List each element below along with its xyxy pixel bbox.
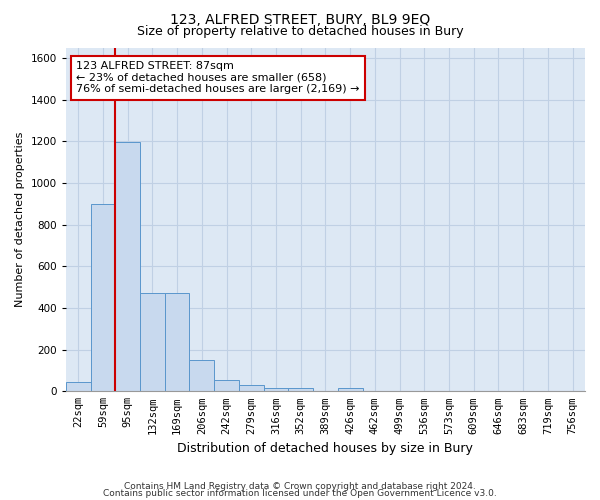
Text: 123 ALFRED STREET: 87sqm
← 23% of detached houses are smaller (658)
76% of semi-: 123 ALFRED STREET: 87sqm ← 23% of detach… xyxy=(76,62,360,94)
Y-axis label: Number of detached properties: Number of detached properties xyxy=(15,132,25,307)
X-axis label: Distribution of detached houses by size in Bury: Distribution of detached houses by size … xyxy=(178,442,473,455)
Bar xyxy=(91,204,115,392)
Text: Contains public sector information licensed under the Open Government Licence v3: Contains public sector information licen… xyxy=(103,490,497,498)
Bar xyxy=(289,388,313,392)
Text: 123, ALFRED STREET, BURY, BL9 9EQ: 123, ALFRED STREET, BURY, BL9 9EQ xyxy=(170,12,430,26)
Bar xyxy=(66,382,91,392)
Bar xyxy=(115,142,140,392)
Bar xyxy=(214,380,239,392)
Bar xyxy=(338,388,362,392)
Text: Size of property relative to detached houses in Bury: Size of property relative to detached ho… xyxy=(137,25,463,38)
Bar xyxy=(165,294,190,392)
Bar xyxy=(239,385,263,392)
Bar xyxy=(263,388,289,392)
Text: Contains HM Land Registry data © Crown copyright and database right 2024.: Contains HM Land Registry data © Crown c… xyxy=(124,482,476,491)
Bar xyxy=(140,294,165,392)
Bar xyxy=(190,360,214,392)
